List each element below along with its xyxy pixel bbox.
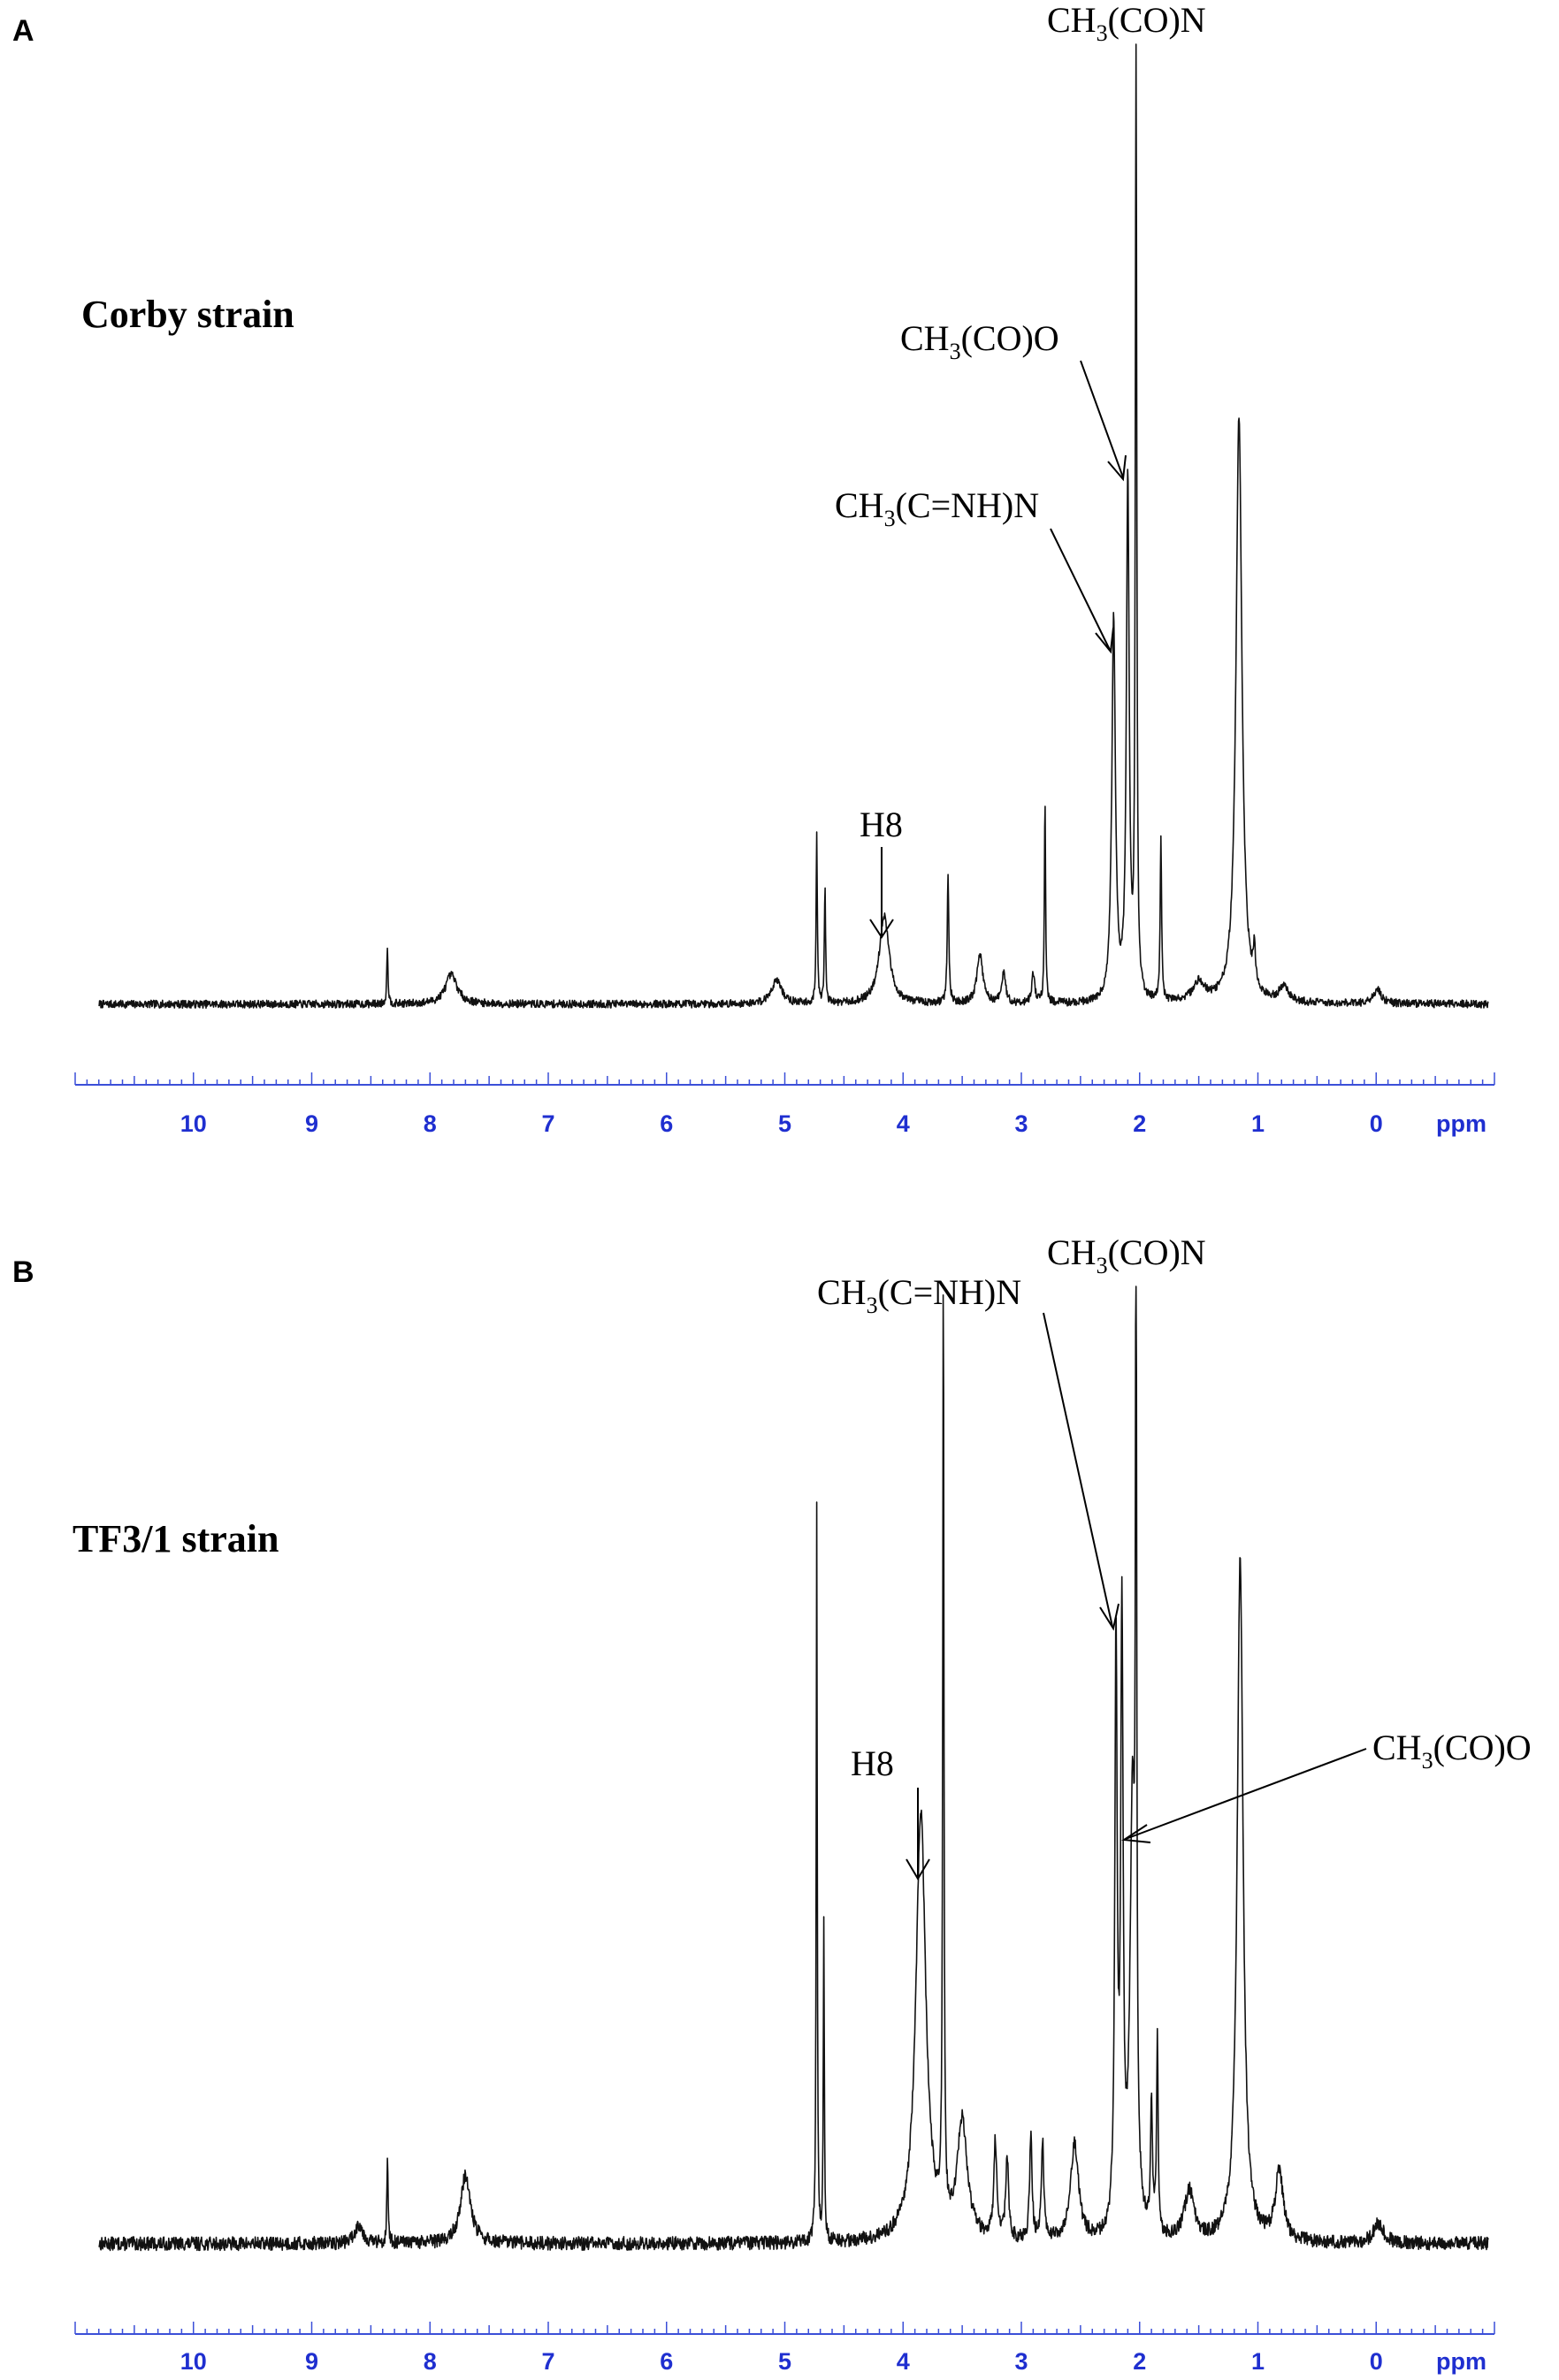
panel-a-arrow-ch3-c-nh-n [1050, 528, 1111, 651]
x-tick-label: 3 [1014, 1110, 1028, 1137]
x-tick-label: 0 [1370, 1110, 1383, 1137]
panel-b-annotation-ch3-co-o: CH3(CO)O [1372, 1728, 1532, 1774]
x-tick-label: 7 [541, 1110, 554, 1137]
panel-a-annotation-ch3-c-nh-n: CH3(C=NH)N [835, 485, 1039, 531]
x-tick-label: 5 [778, 2348, 791, 2375]
x-tick-label: 3 [1014, 2348, 1028, 2375]
panel-b-annotation-ch3-co-n: CH3(CO)N [1047, 1232, 1206, 1278]
panel-a-annotation-ch3-co-o: CH3(CO)O [900, 318, 1059, 364]
panel-a-arrowhead-h8 [869, 919, 894, 939]
x-tick-label: 9 [305, 1110, 318, 1137]
panel-b-arrowhead-ch3-c-nh-n [1099, 1603, 1120, 1631]
panel-a-tick-labels: 10 9 8 7 6 5 4 3 2 1 0 [180, 1110, 1383, 1137]
panel-b-arrow-ch3-c-nh-n [1043, 1312, 1113, 1628]
panel-a-arrow-ch3-co-o [1080, 360, 1124, 478]
panel-b-arrow-ch3-co-o [1125, 1748, 1367, 1840]
x-tick-label: 4 [897, 2348, 910, 2375]
panel-b-ticks [74, 2322, 1495, 2334]
x-tick-label: 2 [1133, 2348, 1146, 2375]
x-tick-label: 7 [541, 2348, 554, 2375]
panel-a-ticks [74, 1072, 1495, 1085]
x-tick-label: 1 [1251, 2348, 1265, 2375]
panel-b-annotation-h8: H8 [851, 1743, 894, 1783]
x-tick-label: 0 [1370, 2348, 1383, 2375]
x-tick-label: 1 [1251, 1110, 1265, 1137]
x-tick-label: 10 [180, 1110, 207, 1137]
panel-a-annotation-ch3-co-n: CH3(CO)N [1047, 0, 1206, 46]
panel-b-strain-label: TF3/1 strain [73, 1517, 279, 1560]
panel-b-spectrum-line [98, 1285, 1489, 2252]
panel-a-arrowhead-ch3-co-o [1107, 454, 1127, 482]
panel-a: A Corby strain 10 9 8 7 6 5 4 3 2 1 0 ppm CH3(CO)N… [12, 0, 1495, 1137]
panel-a-strain-label: Corby strain [81, 293, 294, 336]
panel-b-tick-labels: 10 9 8 7 6 5 4 3 2 1 0 [180, 2348, 1383, 2375]
panel-b: B TF3/1 strain 10 9 8 7 6 5 4 3 2 1 0 ppm CH3(CO)N… [12, 1232, 1532, 2375]
x-tick-label: 8 [424, 1110, 437, 1137]
panel-b-unit-label: ppm [1436, 2348, 1486, 2375]
x-tick-label: 5 [778, 1110, 791, 1137]
x-tick-label: 4 [897, 1110, 910, 1137]
panel-a-annotation-h8: H8 [860, 805, 903, 844]
x-tick-label: 6 [660, 2348, 673, 2375]
panel-a-spectrum-line [98, 43, 1489, 1009]
panel-a-arrowhead-ch3-c-nh-n [1095, 627, 1114, 654]
panel-b-arrowhead-ch3-co-o [1121, 1824, 1151, 1843]
panel-a-letter: A [12, 14, 34, 48]
panel-b-annotation-ch3-c-nh-n: CH3(C=NH)N [817, 1272, 1021, 1318]
panel-a-unit-label: ppm [1436, 1110, 1486, 1137]
x-tick-label: 9 [305, 2348, 318, 2375]
panel-b-letter: B [12, 1255, 34, 1289]
x-tick-label: 6 [660, 1110, 673, 1137]
x-tick-label: 2 [1133, 1110, 1146, 1137]
x-tick-label: 8 [424, 2348, 437, 2375]
x-tick-label: 10 [180, 2348, 207, 2375]
panel-b-arrowhead-h8 [906, 1858, 930, 1880]
